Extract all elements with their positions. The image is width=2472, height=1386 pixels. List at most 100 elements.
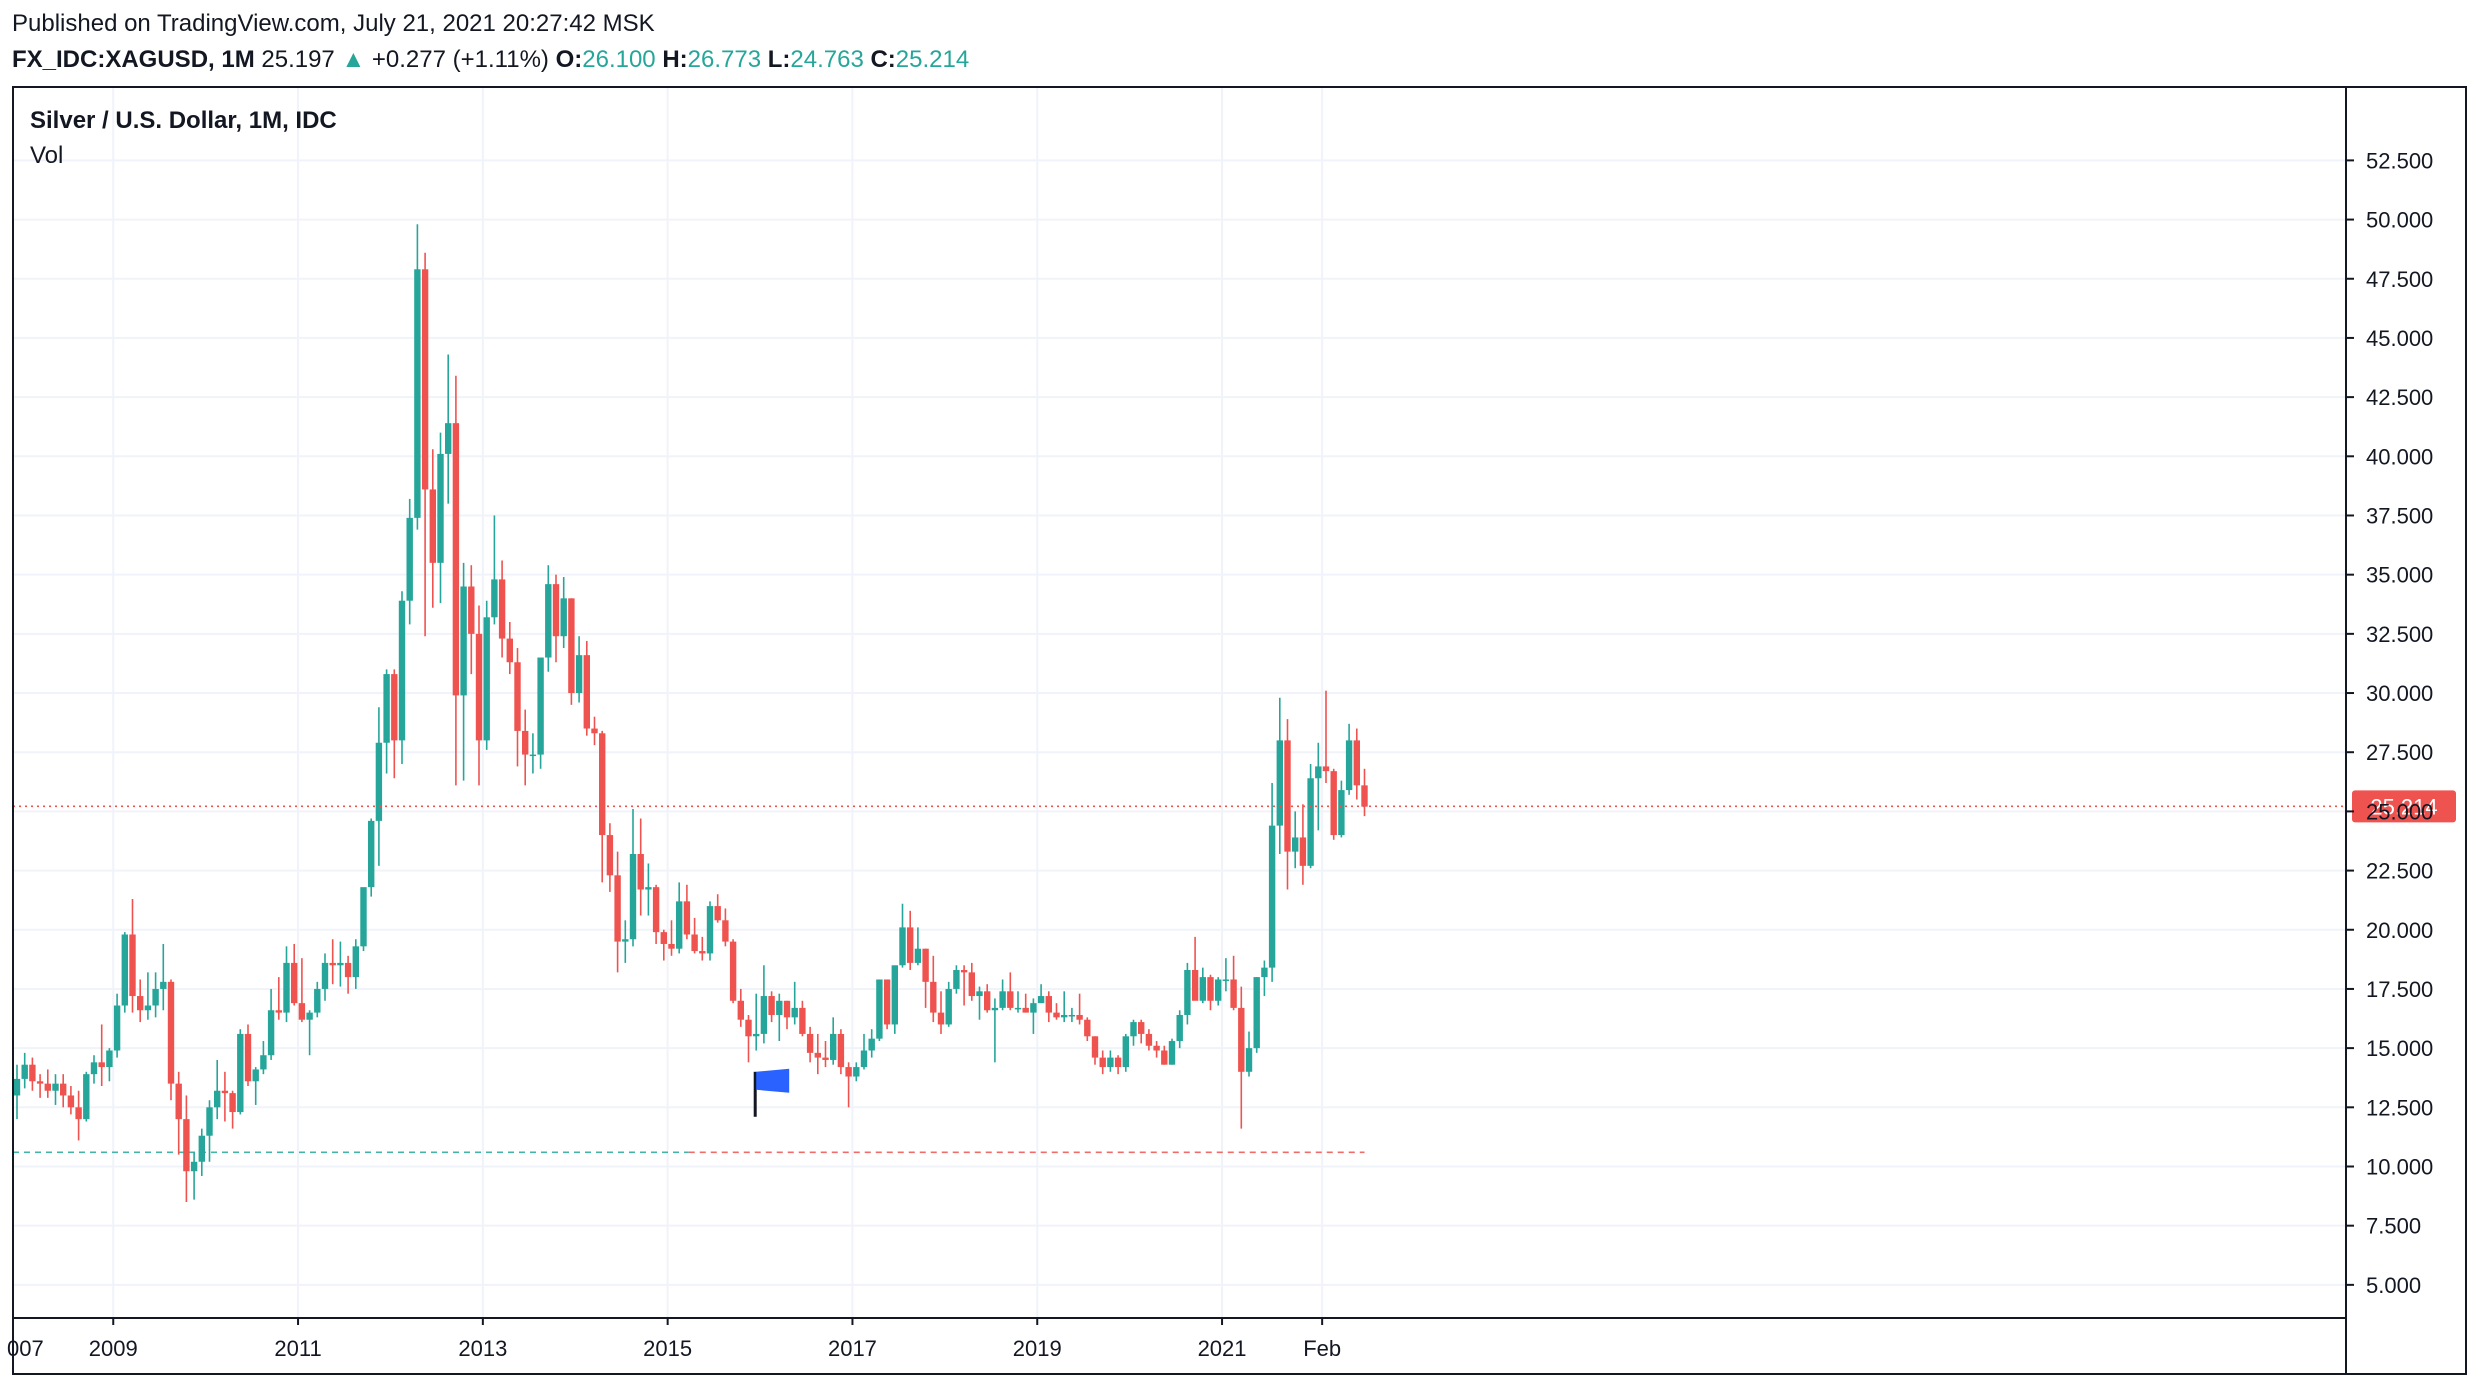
time-axis[interactable]: 007 2009 2011 2013 2015 2017 2019 2021 Feb — [7, 1318, 1341, 1361]
candle-body — [552, 584, 560, 637]
candle — [1084, 1017, 1091, 1042]
candle — [976, 986, 983, 1020]
markers: 25.214 — [13, 790, 2456, 1117]
candle-body — [1245, 1048, 1253, 1072]
price-tick-label: 50.000 — [2366, 208, 2433, 233]
price-tick-label: 45.000 — [2366, 326, 2433, 351]
candle-body — [1238, 1007, 1245, 1072]
candle-body — [1338, 790, 1345, 836]
candle — [383, 669, 390, 774]
candle-body — [1299, 837, 1307, 866]
candle-body — [368, 820, 375, 888]
candle-body — [1053, 1012, 1060, 1018]
candle — [968, 962, 975, 1001]
candle-body — [452, 423, 460, 696]
candle-body — [1068, 1014, 1076, 1017]
candle-body — [90, 1062, 98, 1075]
candle-body — [1014, 1007, 1022, 1010]
candle-body — [737, 1000, 744, 1020]
candle — [445, 354, 452, 504]
candle-body — [1084, 1019, 1091, 1037]
candle — [776, 993, 783, 1042]
candle-body — [1176, 1014, 1183, 1042]
candle — [1230, 955, 1237, 1011]
candle — [190, 1152, 198, 1200]
candle-body — [21, 1064, 28, 1079]
candle-body — [475, 633, 483, 741]
candle-body — [899, 927, 906, 966]
candle-body — [907, 927, 914, 963]
candle-body — [491, 579, 498, 618]
candle-body — [1207, 977, 1214, 1001]
volume-label: Vol — [30, 142, 63, 169]
candle — [329, 939, 336, 985]
candle — [1315, 742, 1322, 831]
candle-body — [1030, 1003, 1037, 1013]
time-tick-label: 2015 — [643, 1336, 692, 1361]
candle — [1191, 936, 1199, 1001]
candle — [13, 1064, 21, 1120]
candle-body — [783, 1000, 791, 1018]
candle — [314, 981, 321, 1018]
price-tick-label: 5.000 — [2366, 1273, 2421, 1298]
candle — [922, 948, 929, 1008]
candle-body — [1284, 740, 1291, 852]
candles — [13, 224, 1368, 1203]
candle-body — [968, 972, 975, 997]
candle-body — [1315, 766, 1322, 779]
last-price-badge — [2352, 790, 2456, 823]
candle-body — [652, 887, 660, 933]
candle — [914, 927, 922, 966]
chart-frame — [12, 86, 2347, 1375]
candle-body — [44, 1083, 51, 1091]
candle-body — [984, 991, 991, 1011]
candle — [529, 733, 537, 774]
candle — [722, 908, 729, 947]
candle-body — [498, 579, 506, 639]
candle-body — [398, 600, 406, 741]
candle-body — [1330, 771, 1337, 836]
candle-body — [1199, 977, 1206, 1001]
time-tick-label: 2019 — [1013, 1336, 1062, 1361]
candle — [198, 1128, 205, 1176]
candle — [714, 894, 721, 923]
candle — [1030, 998, 1037, 1034]
candle — [930, 955, 937, 1023]
candle-body — [121, 934, 128, 1006]
candle — [652, 884, 660, 944]
candle — [706, 901, 714, 961]
flag-icon[interactable] — [756, 1068, 790, 1093]
price-tick-label: 17.500 — [2366, 977, 2433, 1002]
price-tick-label: 47.500 — [2366, 267, 2433, 292]
candle-body — [876, 979, 883, 1039]
candle — [1061, 991, 1068, 1023]
candle-body — [129, 934, 136, 997]
candle-body — [437, 453, 444, 563]
candle-body — [298, 1003, 306, 1020]
candle-body — [860, 1050, 868, 1068]
price-axis[interactable]: 5.000 7.500 10.000 12.500 15.000 17.500 20.000… — [2346, 148, 2433, 1298]
candle — [1353, 728, 1360, 800]
candle-body — [214, 1090, 221, 1108]
candle-body — [683, 901, 691, 935]
candle — [568, 598, 575, 705]
candle-body — [937, 1012, 945, 1025]
candle — [437, 432, 444, 604]
candle — [953, 965, 960, 994]
candle-body — [229, 1093, 236, 1113]
time-tick-label: 2013 — [458, 1336, 507, 1361]
candle — [1253, 977, 1260, 1053]
candle — [522, 709, 529, 786]
candle — [545, 565, 552, 672]
candle — [344, 955, 352, 994]
candle — [29, 1057, 36, 1091]
triangle-up-icon: ▲ — [341, 46, 366, 73]
high-label: H: — [662, 46, 688, 73]
candle-body — [113, 1005, 121, 1051]
candle-body — [753, 1033, 760, 1037]
price-axis-frame — [2345, 86, 2467, 1375]
candle — [252, 1067, 259, 1105]
price-tick-label: 52.500 — [2366, 148, 2433, 173]
candle — [999, 979, 1006, 1011]
